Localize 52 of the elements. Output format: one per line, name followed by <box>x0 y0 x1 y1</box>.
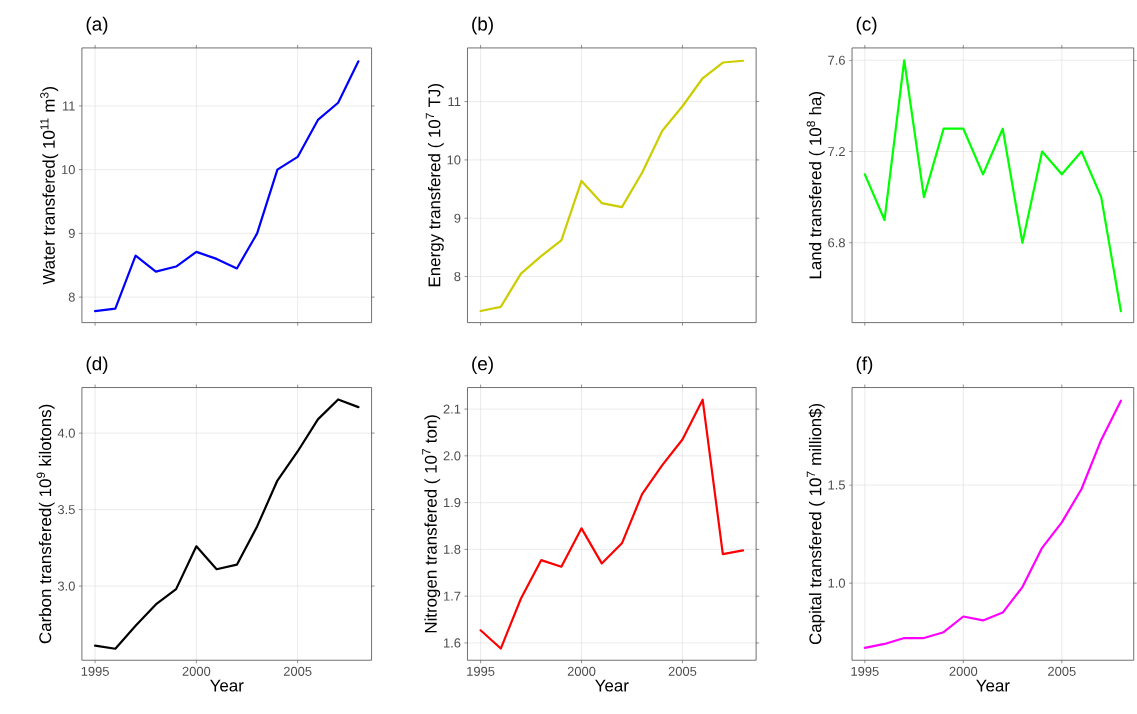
x-tick-label: 2000 <box>182 666 211 676</box>
y-tick-label: 3.0 <box>57 581 75 591</box>
y-axis-title: Capital transfered ( 10$^{7}$ million$) <box>806 403 825 645</box>
y-tick-label: 9 <box>454 213 461 223</box>
line-series <box>479 59 745 312</box>
x-tick-label: 2000 <box>567 666 596 676</box>
y-tick-label: 3.5 <box>57 504 75 515</box>
x-tick-label: 2005 <box>668 666 697 676</box>
chart-title: (d) <box>86 356 108 374</box>
y-axis-title: Water transfered( 10$^{11}$ m$^{3}$) <box>40 86 59 285</box>
y-tick-label: 7.6 <box>828 55 845 65</box>
line-series <box>93 398 360 650</box>
line-series <box>93 60 360 313</box>
y-tick-label: 1.5 <box>828 480 845 490</box>
line-series <box>863 399 1122 649</box>
chart-title: (b) <box>472 16 493 35</box>
y-tick-label: 6.8 <box>828 238 845 248</box>
chart-title: (e) <box>472 356 493 374</box>
y-tick-label: 8 <box>454 271 461 282</box>
y-tick-label: 2.1 <box>443 404 461 414</box>
x-axis-title: Year <box>210 679 244 692</box>
y-tick-label: 1.6 <box>443 638 461 648</box>
chart-title: (f) <box>856 356 873 374</box>
y-tick-label: 10 <box>62 165 75 175</box>
y-axis-title: Land transfered ( 10$^{8}$ ha) <box>806 91 825 279</box>
y-tick-label: 1.9 <box>443 497 461 508</box>
y-tick-label: 11 <box>62 101 75 111</box>
y-tick-label: 9 <box>68 228 75 238</box>
y-tick-label: 8 <box>68 292 75 302</box>
y-axis-title: Nitrogen transfered ( 10$^{7}$ ton) <box>422 415 441 633</box>
x-axis-title: Year <box>976 679 1010 692</box>
x-tick-label: 1995 <box>467 666 495 676</box>
x-tick-label: 1995 <box>81 666 109 676</box>
y-tick-label: 7.2 <box>828 146 845 156</box>
x-axis-title: Year <box>595 679 629 692</box>
x-tick-label: 2000 <box>949 666 978 676</box>
x-tick-label: 1995 <box>851 666 879 676</box>
chart-title: (a) <box>86 16 108 35</box>
y-tick-label: 1.0 <box>828 578 846 588</box>
y-tick-label: 2.0 <box>443 451 461 461</box>
x-tick-label: 2005 <box>1048 666 1076 676</box>
y-tick-label: 10 <box>447 155 461 165</box>
line-series <box>479 398 745 650</box>
y-tick-label: 11 <box>448 97 461 106</box>
line-series <box>863 59 1122 313</box>
y-axis-title: Carbon transfered( 10$^{9}$ kilotons) <box>36 404 55 644</box>
y-axis-title: Energy transfered ( 10$^{7}$ TJ) <box>425 83 444 287</box>
y-tick-label: 4.0 <box>57 428 75 438</box>
y-tick-label: 1.7 <box>443 591 461 601</box>
x-tick-label: 2005 <box>283 666 312 676</box>
y-tick-label: 1.8 <box>443 544 461 554</box>
chart-title: (c) <box>856 16 877 35</box>
